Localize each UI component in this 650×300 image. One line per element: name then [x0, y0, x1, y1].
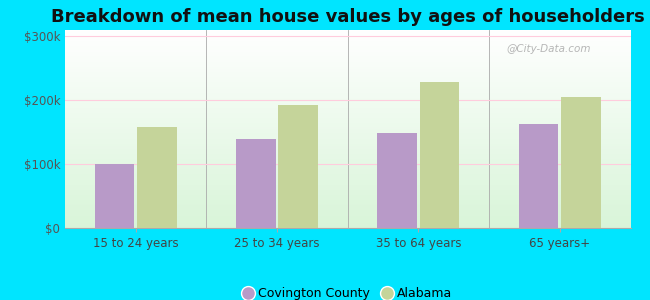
- Bar: [95, 164, 135, 228]
- Title: Breakdown of mean house values by ages of householders: Breakdown of mean house values by ages o…: [51, 8, 645, 26]
- Bar: [561, 97, 601, 228]
- Bar: [519, 124, 558, 228]
- Bar: [137, 127, 177, 228]
- Bar: [236, 139, 276, 228]
- Bar: [378, 134, 417, 228]
- Bar: [420, 82, 460, 228]
- Bar: [278, 105, 318, 228]
- Text: @City-Data.com: @City-Data.com: [506, 44, 591, 54]
- Legend: Covington County, Alabama: Covington County, Alabama: [238, 282, 458, 300]
